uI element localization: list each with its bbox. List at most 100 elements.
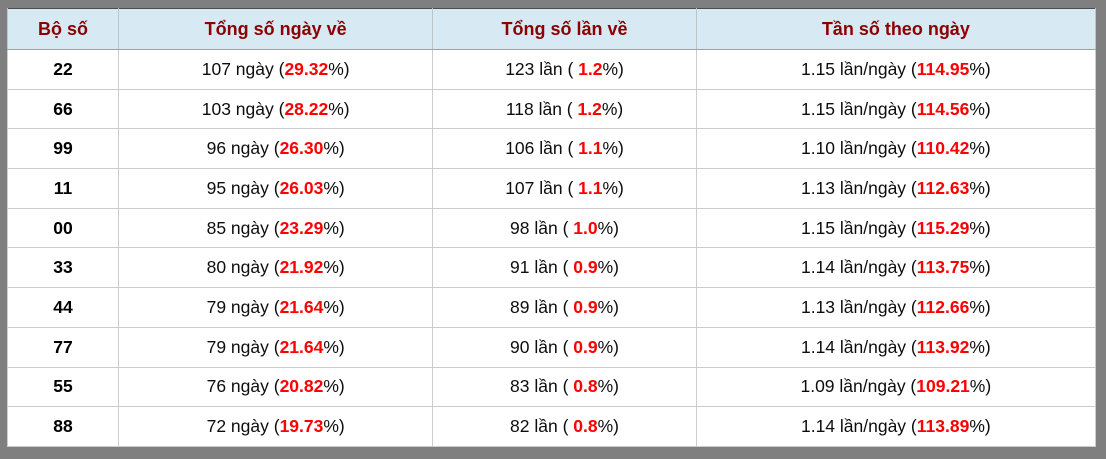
pair-number: 22 <box>7 49 119 90</box>
frequency-cell: 1.15 lần/ngày (115.29%) <box>695 207 1097 249</box>
times-text: 82 lần ( <box>510 416 574 437</box>
pair-number: 88 <box>7 406 119 447</box>
pair-value: 11 <box>53 177 73 198</box>
freq-percent: 115.29 <box>916 217 970 238</box>
freq-text: 1.15 lần/ngày ( <box>800 58 917 79</box>
times-suffix: %) <box>597 336 619 357</box>
pair-number: 11 <box>7 168 119 209</box>
days-text: 72 ngày ( <box>206 416 280 437</box>
times-text: 89 lần ( <box>510 296 574 317</box>
freq-text: 1.13 lần/ngày ( <box>800 296 917 317</box>
days-percent: 20.82 <box>279 376 324 397</box>
pair-value: 00 <box>53 217 73 238</box>
total-times-cell: 90 lần ( 0.9%) <box>432 326 697 368</box>
pair-value: 77 <box>53 336 73 357</box>
days-suffix: %) <box>323 257 345 278</box>
total-days-cell: 107 ngày (29.32%) <box>117 49 434 90</box>
total-days-cell: 95 ngày (26.03%) <box>117 168 434 209</box>
frequency-cell: 1.10 lần/ngày (110.42%) <box>695 128 1097 170</box>
freq-text: 1.10 lần/ngày ( <box>800 138 917 159</box>
times-text: 91 lần ( <box>510 257 574 278</box>
days-percent: 26.30 <box>279 138 324 159</box>
days-percent: 29.32 <box>284 58 329 79</box>
days-text: 80 ngày ( <box>206 257 280 278</box>
pair-value: 66 <box>53 98 73 119</box>
times-percent: 0.9 <box>573 296 598 317</box>
total-times-cell: 89 lần ( 0.9%) <box>432 287 697 328</box>
total-days-cell: 76 ngày (20.82%) <box>117 366 434 408</box>
freq-percent: 114.95 <box>916 58 970 79</box>
times-text: 123 lần ( <box>505 58 579 79</box>
table-row: 22 107 ngày (29.32%) 123 lần ( 1.2%) 1.1… <box>7 49 1097 90</box>
times-suffix: %) <box>597 217 619 238</box>
days-suffix: %) <box>328 58 350 79</box>
frequency-cell: 1.09 lần/ngày (109.21%) <box>695 366 1097 408</box>
freq-percent: 113.89 <box>916 416 970 437</box>
days-suffix: %) <box>328 98 350 119</box>
days-suffix: %) <box>323 416 345 437</box>
times-percent: 0.8 <box>573 416 598 437</box>
times-suffix: %) <box>602 138 624 159</box>
times-suffix: %) <box>597 296 619 317</box>
pair-value: 88 <box>53 416 73 437</box>
freq-suffix: %) <box>969 336 991 357</box>
freq-percent: 109.21 <box>916 376 970 397</box>
times-percent: 1.2 <box>577 98 602 119</box>
days-percent: 21.92 <box>279 257 324 278</box>
total-times-cell: 98 lần ( 1.0%) <box>432 207 697 249</box>
header-frequency-per-day: Tần số theo ngày <box>695 8 1097 50</box>
lottery-pair-stats-table: Bộ số Tổng số ngày về Tổng số lần về Tần… <box>7 8 1097 447</box>
freq-suffix: %) <box>969 257 991 278</box>
table-row: 11 95 ngày (26.03%) 107 lần ( 1.1%) 1.13… <box>7 168 1097 209</box>
times-percent: 0.9 <box>573 336 598 357</box>
freq-suffix: %) <box>969 416 991 437</box>
freq-text: 1.14 lần/ngày ( <box>800 336 917 357</box>
days-text: 95 ngày ( <box>206 177 280 198</box>
freq-suffix: %) <box>969 177 991 198</box>
table-row: 33 80 ngày (21.92%) 91 lần ( 0.9%) 1.14 … <box>7 247 1097 289</box>
days-suffix: %) <box>323 138 345 159</box>
frequency-cell: 1.15 lần/ngày (114.95%) <box>695 49 1097 90</box>
days-text: 76 ngày ( <box>206 376 280 397</box>
days-text: 79 ngày ( <box>206 296 280 317</box>
times-text: 118 lần ( <box>505 98 578 119</box>
table-row: 00 85 ngày (23.29%) 98 lần ( 1.0%) 1.15 … <box>7 207 1097 249</box>
header-pair: Bộ số <box>7 8 119 50</box>
times-text: 107 lần ( <box>505 177 579 198</box>
pair-number: 55 <box>7 366 119 408</box>
days-percent: 28.22 <box>284 98 329 119</box>
times-text: 83 lần ( <box>510 376 574 397</box>
total-times-cell: 118 lần ( 1.2%) <box>432 88 697 130</box>
days-percent: 21.64 <box>279 336 324 357</box>
total-days-cell: 103 ngày (28.22%) <box>117 88 434 130</box>
days-text: 103 ngày ( <box>201 98 285 119</box>
freq-suffix: %) <box>969 58 991 79</box>
pair-value: 22 <box>53 58 73 79</box>
pair-value: 55 <box>53 376 73 397</box>
freq-text: 1.14 lần/ngày ( <box>800 416 917 437</box>
times-suffix: %) <box>602 58 624 79</box>
frequency-cell: 1.14 lần/ngày (113.75%) <box>695 247 1097 289</box>
total-times-cell: 106 lần ( 1.1%) <box>432 128 697 170</box>
total-times-cell: 83 lần ( 0.8%) <box>432 366 697 408</box>
pair-value: 33 <box>53 257 73 278</box>
days-percent: 21.64 <box>279 296 324 317</box>
table-body: 22 107 ngày (29.32%) 123 lần ( 1.2%) 1.1… <box>7 49 1097 447</box>
pair-number: 33 <box>7 247 119 289</box>
total-days-cell: 96 ngày (26.30%) <box>117 128 434 170</box>
total-days-cell: 80 ngày (21.92%) <box>117 247 434 289</box>
header-total-times: Tổng số lần về <box>432 8 697 50</box>
total-times-cell: 82 lần ( 0.8%) <box>432 406 697 447</box>
freq-suffix: %) <box>969 296 991 317</box>
pair-number: 00 <box>7 207 119 249</box>
table-row: 77 79 ngày (21.64%) 90 lần ( 0.9%) 1.14 … <box>7 326 1097 368</box>
times-text: 106 lần ( <box>505 138 579 159</box>
freq-percent: 114.56 <box>916 98 970 119</box>
total-days-cell: 85 ngày (23.29%) <box>117 207 434 249</box>
pair-number: 77 <box>7 326 119 368</box>
times-percent: 1.1 <box>578 177 603 198</box>
table-row: 66 103 ngày (28.22%) 118 lần ( 1.2%) 1.1… <box>7 88 1097 130</box>
freq-suffix: %) <box>969 376 992 397</box>
frequency-cell: 1.13 lần/ngày (112.66%) <box>695 287 1097 328</box>
